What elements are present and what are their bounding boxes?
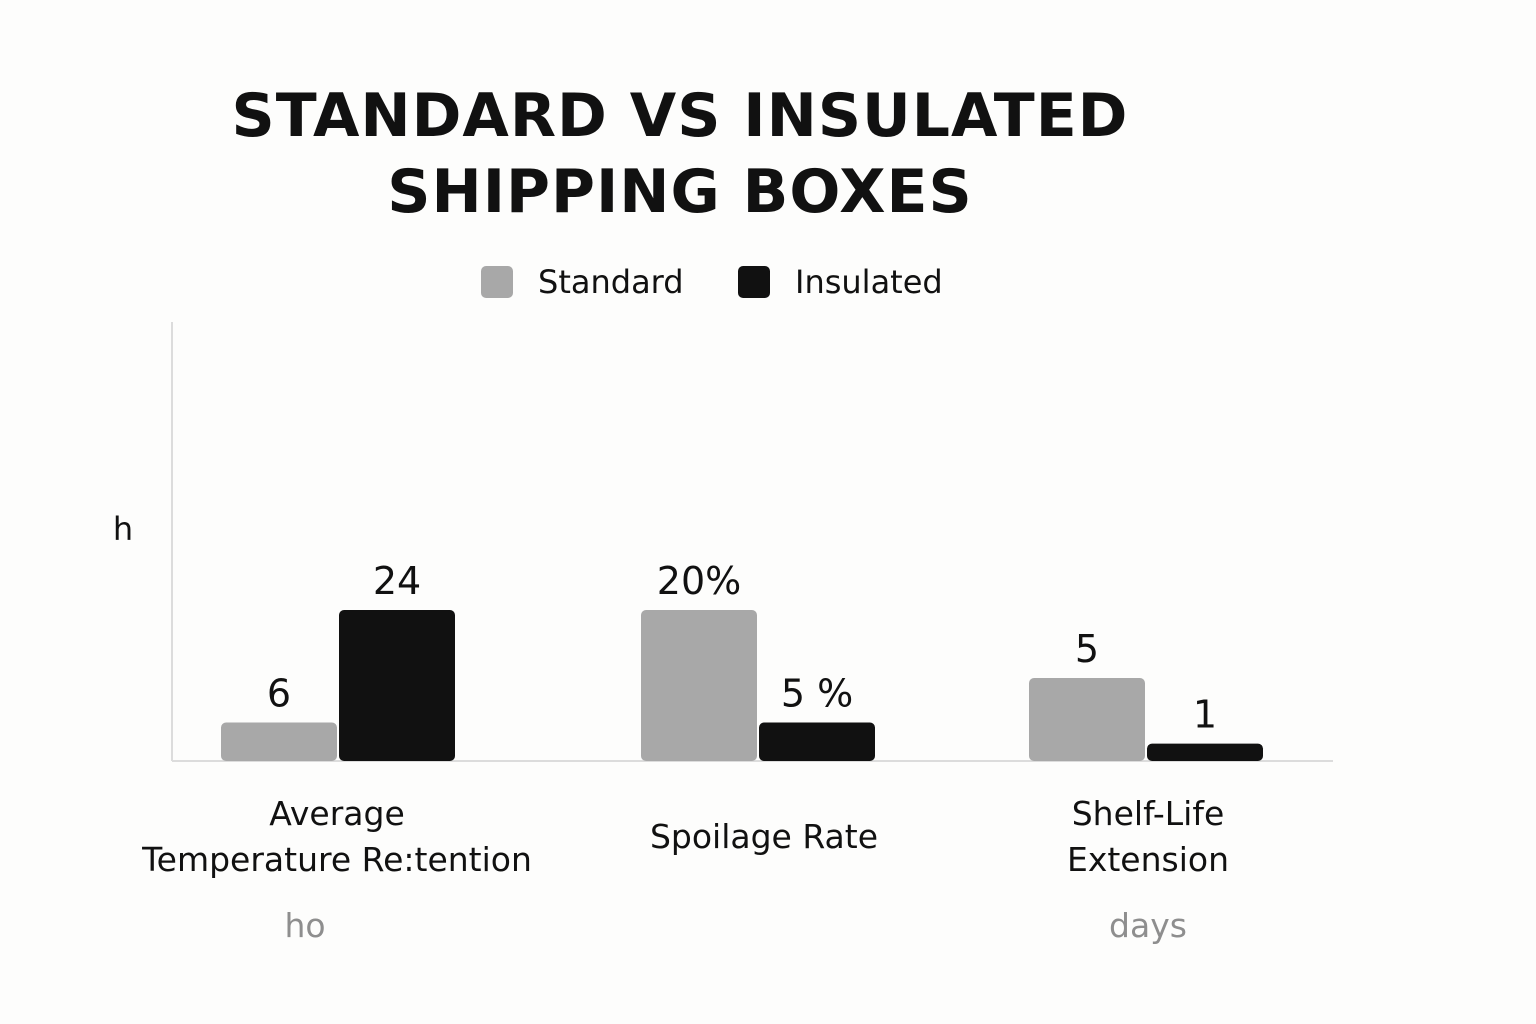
legend-item-insulated: Insulated bbox=[738, 262, 943, 302]
bar-standard-3 bbox=[1029, 678, 1145, 761]
category-label-1-line-1: Average bbox=[269, 794, 405, 833]
value-label-insulated-1: 24 bbox=[373, 559, 421, 603]
bar-insulated-1 bbox=[339, 610, 455, 761]
legend: Standard Insulated bbox=[0, 262, 1536, 302]
bar-standard-1 bbox=[221, 722, 337, 761]
value-label-insulated-3: 1 bbox=[1193, 693, 1217, 737]
chart-title: STANDARD VS INSULATED SHIPPING BOXES bbox=[180, 78, 1180, 230]
category-label-3-line-2: Extension bbox=[1067, 840, 1229, 879]
y-axis-label: h bbox=[113, 510, 133, 548]
unit-label-3: days bbox=[1109, 906, 1187, 945]
legend-swatch-standard bbox=[481, 266, 513, 298]
chart-title-line-1: STANDARD VS INSULATED bbox=[231, 81, 1129, 151]
legend-swatch-insulated bbox=[738, 266, 770, 298]
bar-insulated-2 bbox=[759, 722, 875, 761]
value-label-standard-3: 5 bbox=[1075, 627, 1099, 671]
legend-label-insulated: Insulated bbox=[795, 263, 943, 301]
unit-label-1: ho bbox=[284, 906, 325, 945]
legend-label-standard: Standard bbox=[538, 263, 684, 301]
chart-title-line-2: SHIPPING BOXES bbox=[387, 157, 973, 227]
value-label-standard-2: 20% bbox=[657, 559, 741, 603]
bar-insulated-3 bbox=[1147, 743, 1263, 761]
legend-item-standard: Standard bbox=[481, 262, 684, 302]
category-label-2-line-1: Spoilage Rate bbox=[650, 817, 878, 856]
category-label-1-line-2: Temperature Re:tention bbox=[141, 840, 532, 879]
value-label-standard-1: 6 bbox=[267, 672, 291, 716]
value-label-insulated-2: 5 % bbox=[781, 672, 853, 716]
category-label-3-line-1: Shelf-Life bbox=[1072, 794, 1225, 833]
bar-standard-2 bbox=[641, 610, 757, 761]
